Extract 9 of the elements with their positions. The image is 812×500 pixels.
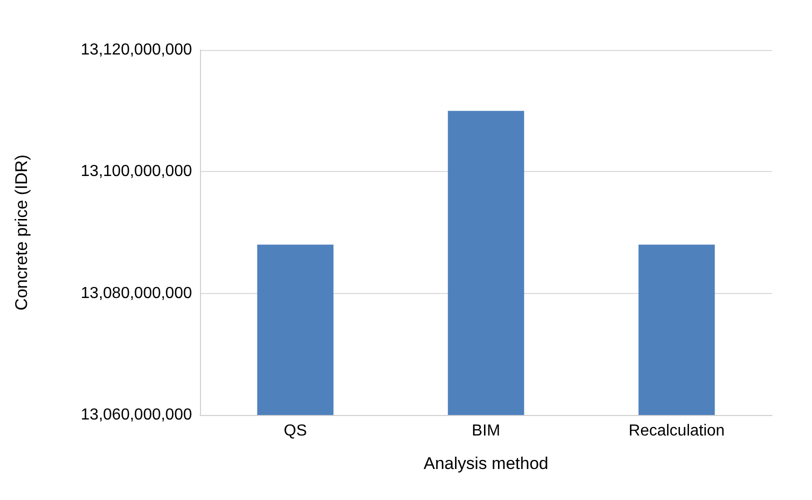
- x-tick-label: QS: [284, 422, 307, 440]
- x-tick-label: BIM: [472, 422, 500, 440]
- y-axis-title: Concrete price (IDR): [12, 154, 31, 310]
- y-tick-label: 13,080,000,000: [80, 284, 192, 302]
- y-tick-label: 13,120,000,000: [80, 42, 192, 58]
- y-tick-label: 13,060,000,000: [80, 406, 192, 424]
- x-axis-title: Analysis method: [424, 454, 548, 473]
- x-tick-label: Recalculation: [628, 422, 725, 440]
- y-tick-label: 13,100,000,000: [80, 163, 192, 180]
